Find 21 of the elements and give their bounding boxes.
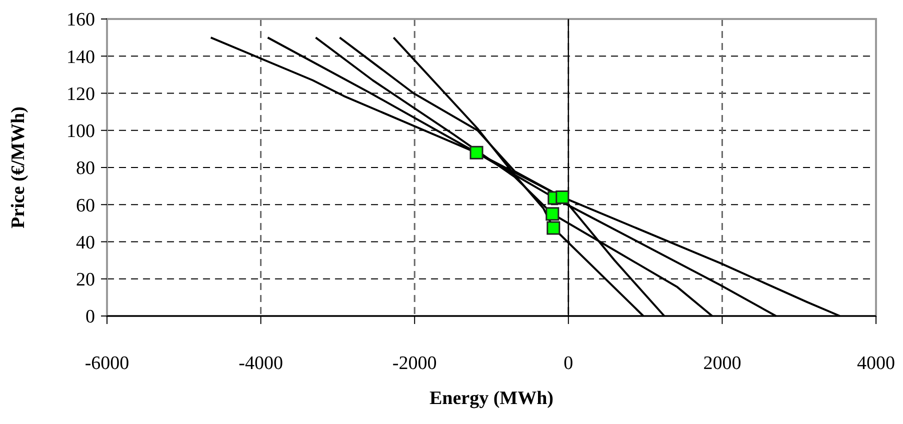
- x-tick-label: 4000: [857, 353, 895, 374]
- y-tick-label: 160: [66, 10, 95, 31]
- y-tick-label: 120: [66, 84, 95, 105]
- point: [546, 207, 560, 221]
- y-tick-label: 40: [76, 232, 95, 254]
- y-tick-label: 80: [76, 158, 95, 180]
- x-tick-label: -6000: [84, 353, 130, 374]
- x-tick-label: -4000: [238, 353, 283, 374]
- y-axis-title: Price (€/MWh): [8, 106, 29, 228]
- y-tick-label: 20: [76, 270, 95, 291]
- x-tick-label: -2000: [392, 353, 437, 374]
- point: [470, 146, 484, 160]
- point: [556, 190, 570, 204]
- y-tick-label: 60: [76, 195, 95, 216]
- x-axis-title: Energy (MWh): [429, 388, 554, 409]
- point: [546, 221, 560, 235]
- y-tick-label: 140: [66, 46, 95, 68]
- y-tick-label: 0: [86, 306, 95, 328]
- x-tick-label: 0: [564, 353, 574, 374]
- x-tick-label: 2000: [703, 353, 742, 374]
- y-tick-label: 100: [66, 121, 95, 142]
